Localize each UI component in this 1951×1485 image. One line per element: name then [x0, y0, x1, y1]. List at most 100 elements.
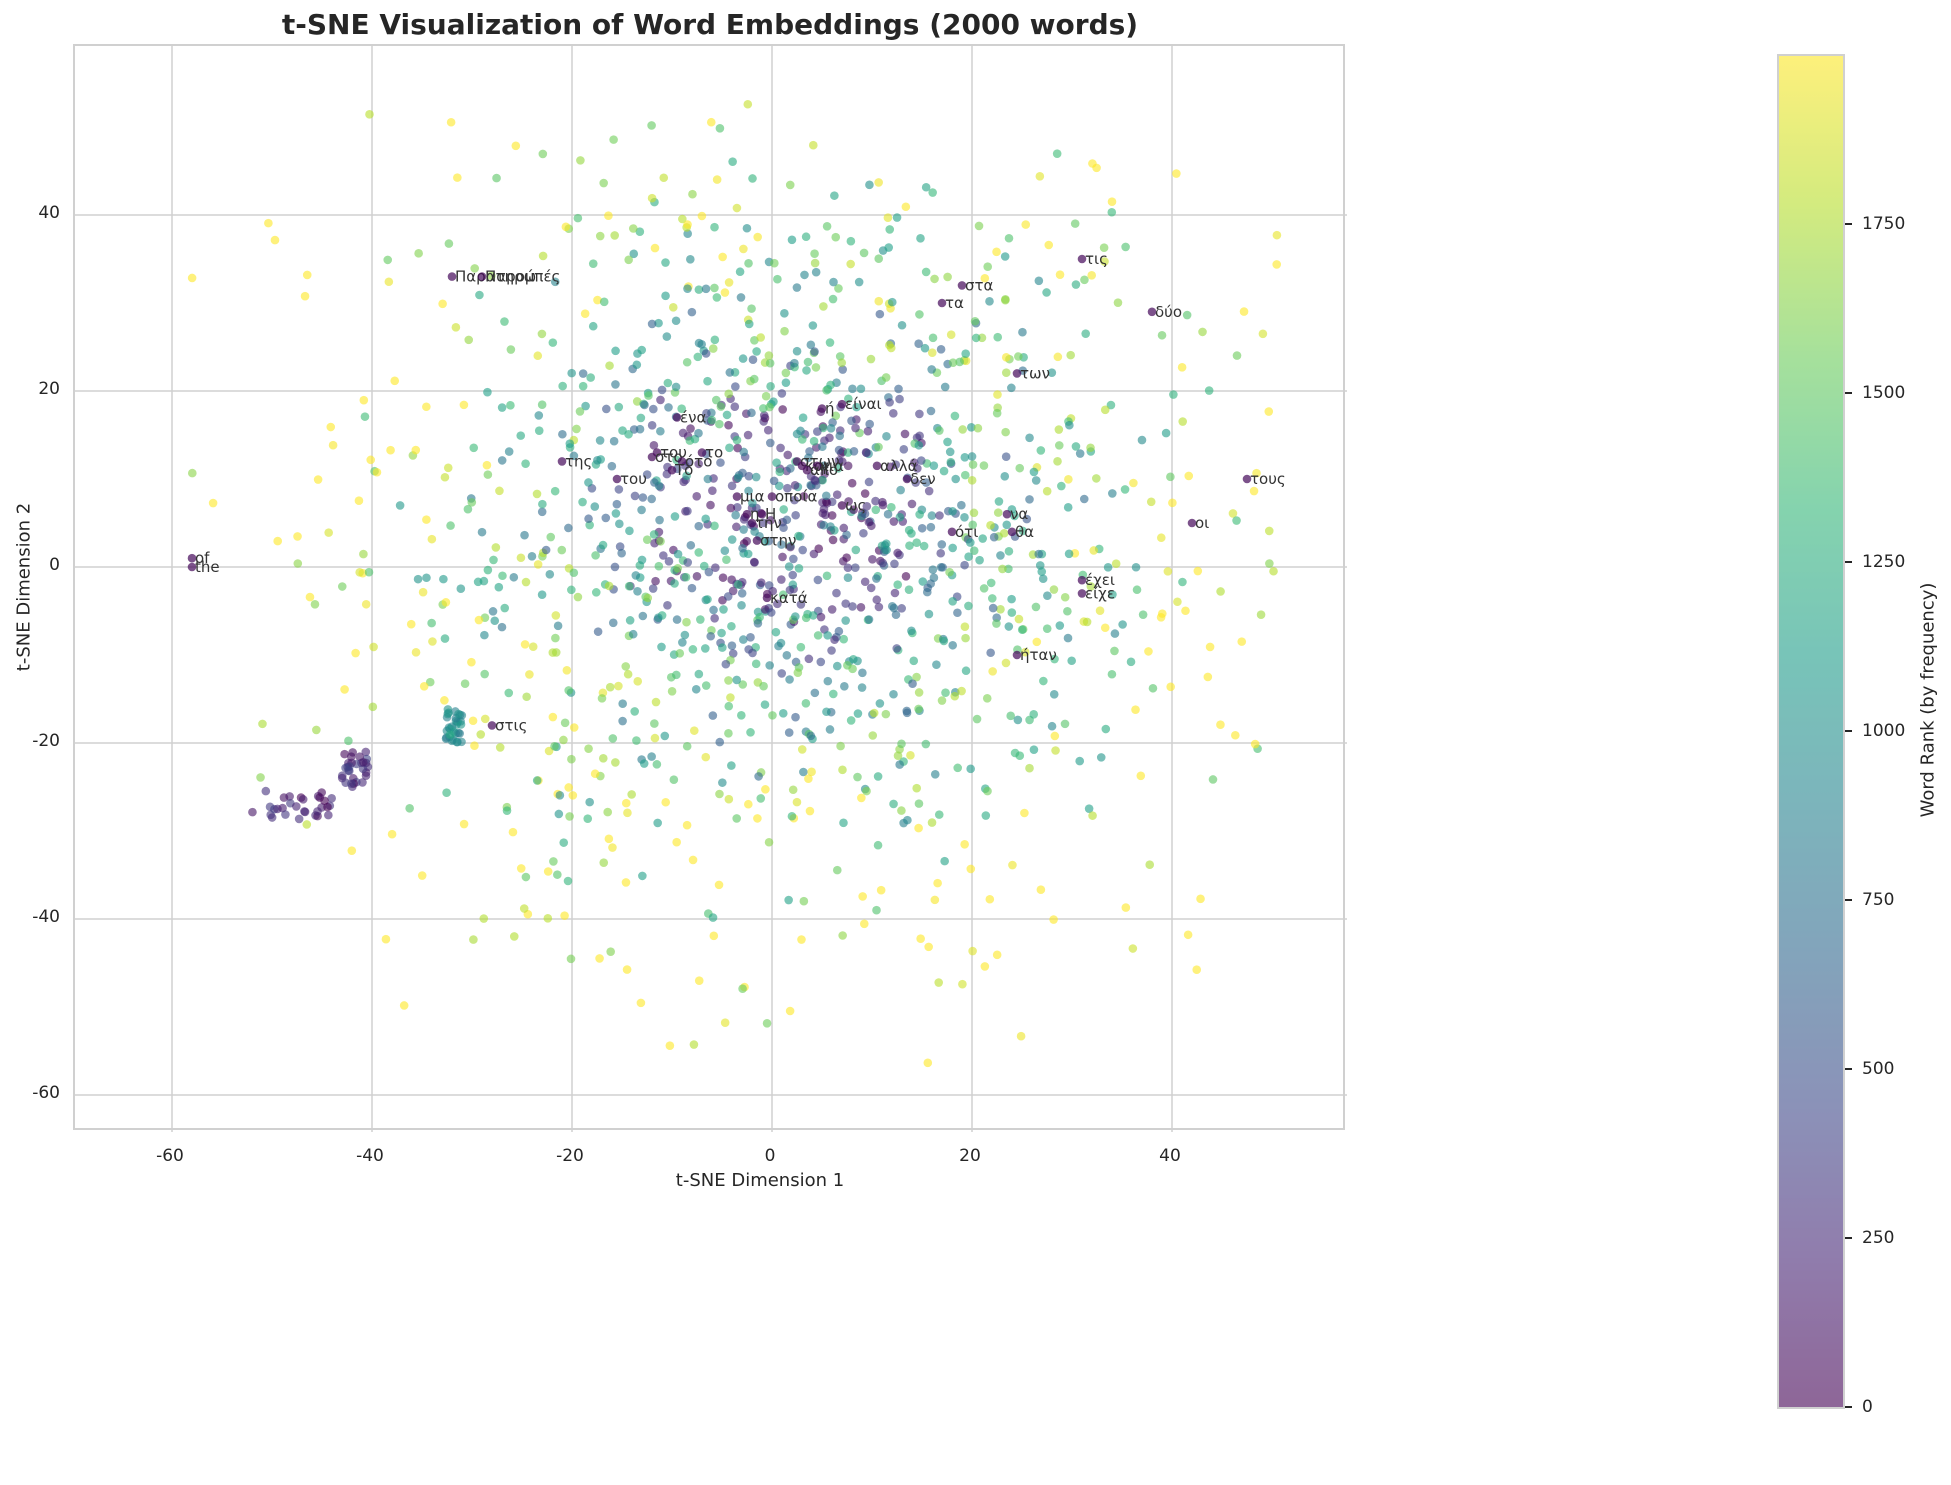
data-point — [897, 604, 906, 613]
data-point — [701, 681, 711, 690]
data-point — [599, 178, 608, 188]
data-point — [832, 661, 842, 671]
data-point — [853, 656, 862, 666]
x-tick-label: -60 — [156, 1146, 184, 1166]
data-point — [927, 818, 937, 827]
data-point — [644, 391, 653, 400]
data-point — [932, 660, 941, 669]
data-point — [785, 180, 795, 190]
data-point — [883, 213, 893, 223]
data-point — [418, 587, 428, 597]
data-point — [1172, 169, 1181, 178]
data-point — [565, 812, 574, 821]
data-point — [843, 563, 853, 573]
data-point — [497, 456, 507, 465]
data-point — [1007, 594, 1016, 604]
data-point — [411, 445, 421, 455]
data-point — [292, 802, 301, 811]
data-point — [937, 696, 947, 705]
data-point — [732, 203, 742, 213]
data-point — [637, 345, 647, 355]
x-tick-label: -20 — [556, 1146, 584, 1166]
data-point — [650, 243, 660, 253]
annotated-point — [957, 281, 967, 290]
data-point — [711, 395, 721, 405]
data-point — [1014, 614, 1024, 624]
data-point — [270, 235, 280, 245]
data-point — [805, 806, 815, 816]
data-point — [785, 1006, 795, 1016]
annotated-point — [1147, 307, 1157, 317]
data-point — [651, 576, 660, 586]
word-annotation: των — [1020, 364, 1050, 382]
data-point — [1047, 368, 1057, 377]
data-point — [1075, 449, 1085, 458]
data-point — [747, 408, 756, 418]
data-point — [347, 846, 357, 855]
data-point — [721, 659, 731, 669]
data-point — [916, 456, 926, 465]
data-point — [1108, 590, 1117, 599]
data-point — [498, 571, 507, 581]
data-point — [765, 358, 775, 368]
data-point — [744, 645, 753, 654]
data-point — [858, 892, 867, 901]
data-point — [1231, 730, 1240, 740]
data-point — [759, 404, 768, 413]
data-point — [920, 343, 930, 353]
data-point — [725, 443, 734, 453]
data-point — [313, 807, 322, 816]
data-point — [1081, 329, 1090, 338]
word-annotation: δύο — [1155, 303, 1182, 321]
data-point — [827, 511, 837, 520]
data-point — [1020, 808, 1029, 818]
data-point — [1036, 885, 1046, 895]
data-point — [647, 752, 656, 761]
data-point — [701, 284, 711, 294]
data-point — [483, 387, 492, 397]
data-point — [383, 255, 393, 265]
data-point — [305, 592, 315, 602]
data-point — [516, 431, 526, 440]
data-point — [533, 351, 543, 361]
data-point — [682, 471, 691, 481]
data-point — [534, 426, 544, 435]
data-point — [890, 559, 899, 569]
data-point — [355, 567, 364, 577]
data-point — [340, 749, 349, 759]
data-point — [813, 575, 823, 585]
data-point — [1060, 719, 1070, 729]
annotated-point — [937, 298, 947, 308]
data-point — [714, 880, 724, 890]
data-point — [1055, 621, 1065, 630]
y-tick-label: -20 — [32, 731, 60, 751]
data-point — [633, 677, 643, 686]
data-point — [578, 497, 587, 507]
data-point — [630, 491, 640, 501]
data-point — [604, 581, 614, 591]
data-point — [727, 761, 736, 770]
data-point — [979, 584, 989, 593]
data-point — [829, 689, 838, 699]
data-point — [836, 741, 845, 751]
data-point — [979, 461, 989, 470]
data-point — [413, 574, 423, 584]
data-point — [694, 521, 704, 531]
data-point — [647, 121, 656, 130]
data-point — [717, 628, 726, 638]
data-point — [921, 478, 931, 487]
data-point — [519, 904, 529, 913]
data-point — [854, 277, 864, 287]
data-point — [897, 739, 906, 749]
data-point — [935, 511, 944, 520]
data-point — [621, 878, 631, 887]
data-point — [1042, 288, 1051, 297]
data-point — [1079, 494, 1089, 504]
data-point — [790, 358, 799, 368]
data-point — [559, 735, 568, 745]
data-point — [564, 783, 573, 792]
data-point — [545, 569, 555, 579]
data-point — [829, 277, 838, 287]
word-annotation: στο — [655, 448, 683, 466]
data-point — [801, 232, 811, 242]
